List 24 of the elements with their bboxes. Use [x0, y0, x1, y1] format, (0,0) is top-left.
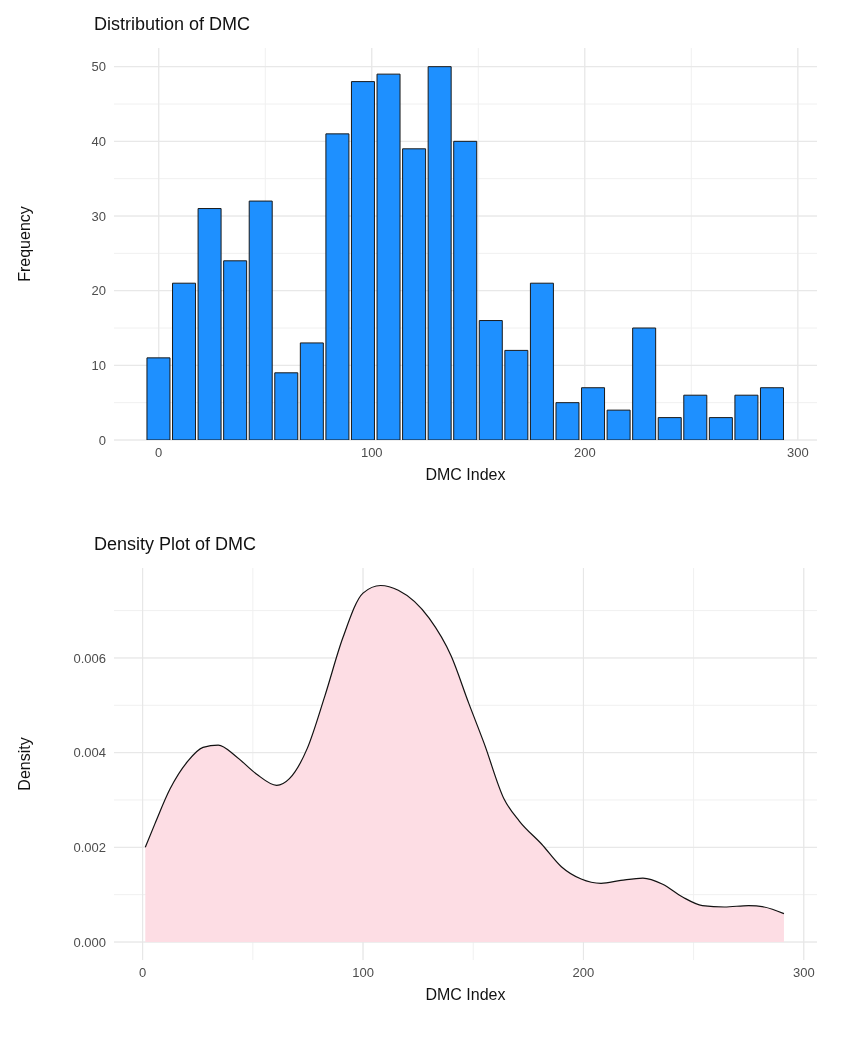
y-tick-label: 40 [91, 133, 106, 149]
x-tick-label: 100 [360, 445, 383, 461]
y-tick-label: 10 [91, 357, 106, 373]
x-tick-label: 300 [792, 965, 815, 981]
y-tick-label: 0.006 [73, 650, 106, 666]
y-tick-label: 0.002 [73, 839, 106, 855]
y-tick-label: 0 [98, 432, 106, 448]
chart-title: Distribution of DMC [94, 14, 251, 35]
y-tick-label: 30 [91, 208, 106, 224]
y-axis-title: Frequency [15, 206, 33, 282]
y-axis-title: Density [15, 737, 33, 791]
y-tick-label: 50 [91, 59, 106, 75]
x-tick-label: 300 [786, 445, 809, 461]
x-axis-title: DMC Index [425, 466, 506, 483]
y-tick-label: 0.004 [73, 745, 106, 761]
x-tick-label: 0 [155, 445, 163, 461]
x-tick-label: 0 [139, 965, 147, 981]
x-tick-label: 200 [573, 445, 596, 461]
chart-title: Density Plot of DMC [94, 534, 257, 555]
x-tick-label: 100 [352, 965, 374, 981]
y-tick-label: 0.000 [73, 934, 106, 950]
y-tick-label: 20 [91, 283, 106, 299]
x-tick-label: 200 [572, 965, 595, 981]
x-axis-title: DMC Index [425, 986, 506, 1003]
